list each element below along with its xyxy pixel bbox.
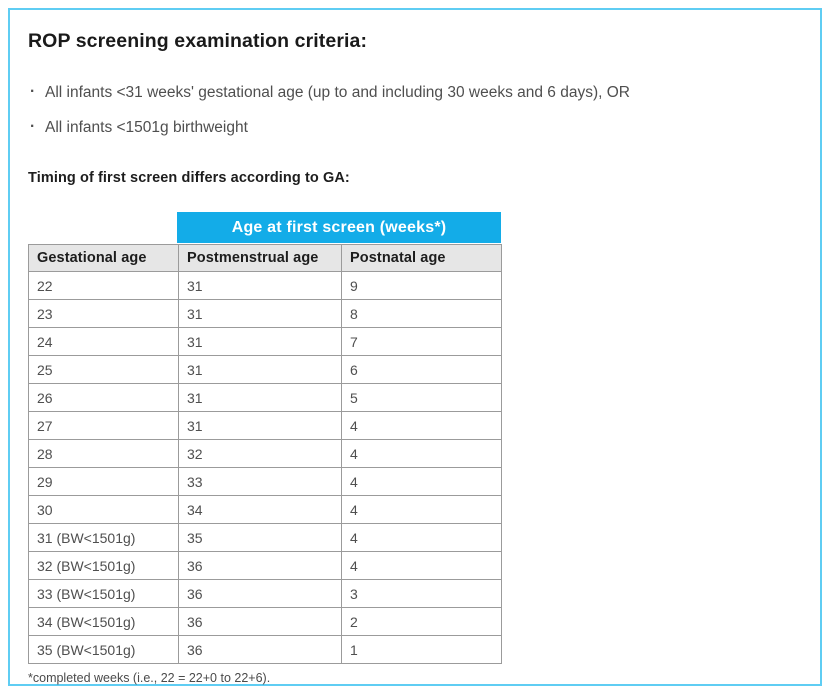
table-cell: 4 — [341, 523, 502, 553]
table-cell: 4 — [341, 495, 502, 525]
table-cell: 31 (BW<1501g) — [28, 523, 179, 553]
table-cell: 35 — [178, 523, 342, 553]
table-cell: 31 — [178, 411, 342, 441]
table-cell: 22 — [28, 271, 179, 301]
table-row: 33 (BW<1501g) 36 3 — [28, 579, 502, 609]
table-row: 24 31 7 — [28, 327, 502, 357]
table-cell: 1 — [341, 635, 502, 665]
criteria-list: All infants <31 weeks' gestational age (… — [28, 84, 802, 137]
table-cell: 5 — [341, 383, 502, 413]
table-row: 28 32 4 — [28, 439, 502, 469]
table-cell: 4 — [341, 551, 502, 581]
table-cell: 31 — [178, 327, 342, 357]
content-card: ROP screening examination criteria: All … — [8, 8, 822, 686]
table-cell: 8 — [341, 299, 502, 329]
table-cell: 31 — [178, 383, 342, 413]
column-header-postmenstrual-age: Postmenstrual age — [178, 244, 342, 273]
table-cell: 7 — [341, 327, 502, 357]
table-cell: 25 — [28, 355, 179, 385]
list-item: All infants <1501g birthweight — [28, 119, 802, 138]
table-cell: 34 (BW<1501g) — [28, 607, 179, 637]
header-row: Gestational age Postmenstrual age Postna… — [28, 244, 502, 273]
table-cell: 4 — [341, 467, 502, 497]
table-header: Gestational age Postmenstrual age Postna… — [28, 244, 502, 273]
criteria-text: All infants <1501g birthweight — [45, 118, 248, 136]
table-cell: 31 — [178, 299, 342, 329]
table-cell: 33 — [178, 467, 342, 497]
table-row: 23 31 8 — [28, 299, 502, 329]
table-row: 30 34 4 — [28, 495, 502, 525]
footnote: *completed weeks (i.e., 22 = 22+0 to 22+… — [28, 671, 271, 686]
table-caption: Timing of first screen differs according… — [28, 170, 350, 187]
table-row: 26 31 5 — [28, 383, 502, 413]
table-cell: 36 — [178, 579, 342, 609]
page-title: ROP screening examination criteria: — [28, 30, 368, 52]
table-cell: 4 — [341, 439, 502, 469]
table-cell: 28 — [28, 439, 179, 469]
table-cell: 6 — [341, 355, 502, 385]
table-cell: 4 — [341, 411, 502, 441]
table-row: 29 33 4 — [28, 467, 502, 497]
table-cell: 31 — [178, 355, 342, 385]
table-row: 22 31 9 — [28, 271, 502, 301]
table-cell: 35 (BW<1501g) — [28, 635, 179, 665]
table-cell: 29 — [28, 467, 179, 497]
screening-table: Age at first screen (weeks*) Gestational… — [28, 212, 502, 665]
table-cell: 36 — [178, 607, 342, 637]
table-cell: 31 — [178, 271, 342, 301]
table-row: 32 (BW<1501g) 36 4 — [28, 551, 502, 581]
table-cell: 2 — [341, 607, 502, 637]
column-header-gestational-age: Gestational age — [28, 244, 179, 273]
table-body: 22 31 9 23 31 8 24 31 7 25 31 6 26 31 5 27 31 4 28 32 4 29 33 4… — [28, 271, 502, 665]
table-cell: 32 (BW<1501g) — [28, 551, 179, 581]
table-cell: 24 — [28, 327, 179, 357]
table-cell: 3 — [341, 579, 502, 609]
table-row: 35 (BW<1501g) 36 1 — [28, 635, 502, 665]
table-row: 25 31 6 — [28, 355, 502, 385]
table-row: 31 (BW<1501g) 35 4 — [28, 523, 502, 553]
table-row: 27 31 4 — [28, 411, 502, 441]
data-table: Gestational age Postmenstrual age Postna… — [28, 244, 502, 665]
table-cell: 36 — [178, 635, 342, 665]
list-item: All infants <31 weeks' gestational age (… — [28, 84, 802, 103]
table-cell: 26 — [28, 383, 179, 413]
table-cell: 33 (BW<1501g) — [28, 579, 179, 609]
table-cell: 30 — [28, 495, 179, 525]
table-cell: 27 — [28, 411, 179, 441]
table-cell: 36 — [178, 551, 342, 581]
column-header-postnatal-age: Postnatal age — [341, 244, 502, 273]
table-cell: 23 — [28, 299, 179, 329]
table-cell: 32 — [178, 439, 342, 469]
table-banner: Age at first screen (weeks*) — [177, 212, 501, 244]
table-cell: 34 — [178, 495, 342, 525]
table-cell: 9 — [341, 271, 502, 301]
criteria-text: All infants <31 weeks' gestational age (… — [45, 84, 630, 101]
table-row: 34 (BW<1501g) 36 2 — [28, 607, 502, 637]
